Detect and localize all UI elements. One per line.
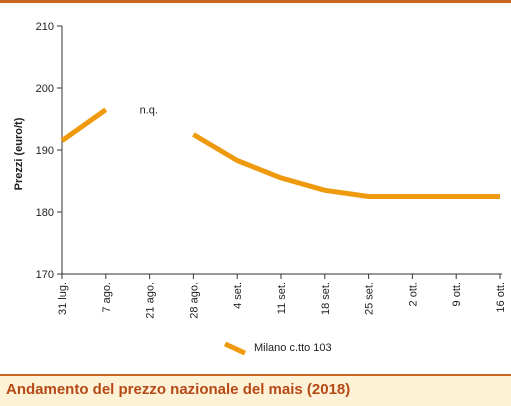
x-tick-label: 9 ott. bbox=[451, 282, 463, 306]
x-tick-label: 7 ago. bbox=[101, 282, 113, 313]
x-tick-label: 25 set. bbox=[364, 282, 376, 315]
x-tick-label: 28 ago. bbox=[188, 282, 200, 319]
x-tick-label: 4 set. bbox=[232, 282, 244, 309]
series-line-segment bbox=[60, 107, 108, 143]
axes bbox=[57, 25, 502, 279]
x-tick-label: 18 set. bbox=[320, 282, 332, 315]
labels-layer: 170 180 190 200 210 31 lug. 7 ago. 21 ago. 28 ag… bbox=[13, 21, 507, 319]
legend-swatch bbox=[223, 341, 247, 355]
x-tick-label: 2 ott. bbox=[407, 282, 419, 306]
y-tick-label: 170 bbox=[36, 269, 54, 281]
price-line-chart: 170 180 190 200 210 31 lug. 7 ago. 21 ago. 28 ag… bbox=[13, 21, 507, 319]
x-tick-label: 31 lug. bbox=[57, 282, 69, 315]
series-line-segment bbox=[192, 132, 500, 199]
x-tick-label: 16 ott. bbox=[495, 282, 507, 313]
footer-bar: Andamento del prezzo nazionale del mais … bbox=[0, 374, 511, 406]
series-layer bbox=[60, 107, 500, 199]
legend: Milano c.tto 103 bbox=[223, 340, 332, 356]
legend-label: Milano c.tto 103 bbox=[254, 342, 332, 354]
y-tick-label: 200 bbox=[36, 83, 54, 95]
chart-caption: Andamento del prezzo nazionale del mais … bbox=[6, 381, 351, 398]
y-tick-label: 180 bbox=[36, 207, 54, 219]
annotation-nq: n.q. bbox=[140, 105, 158, 117]
y-tick-label: 210 bbox=[36, 21, 54, 33]
y-tick-label: 190 bbox=[36, 145, 54, 157]
x-tick-label: 21 ago. bbox=[145, 282, 157, 319]
x-tick-label: 11 set. bbox=[276, 282, 288, 314]
y-axis-title: Prezzi (euro/t) bbox=[13, 117, 25, 190]
top-rule bbox=[0, 0, 511, 3]
